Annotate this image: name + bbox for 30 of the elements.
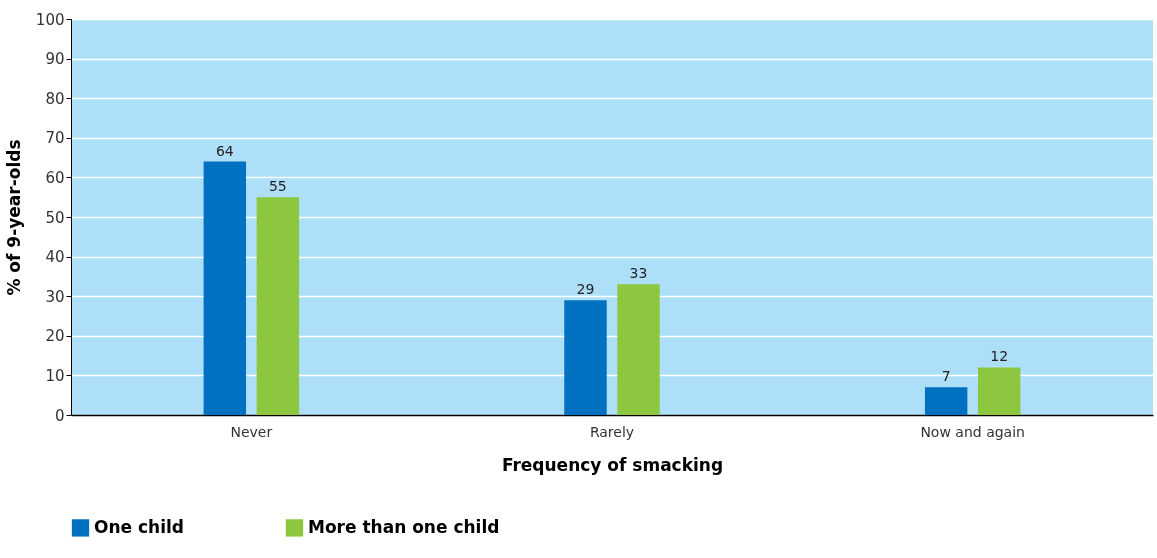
bar xyxy=(977,367,1021,415)
y-tick-label: 60 xyxy=(45,168,65,187)
y-tick-label: 20 xyxy=(45,327,65,346)
y-tick-label: 10 xyxy=(45,366,65,385)
data-label: 12 xyxy=(990,348,1009,365)
y-tick-label: 40 xyxy=(45,248,65,267)
y-tick-label: 70 xyxy=(45,129,65,148)
bar xyxy=(256,197,300,415)
data-label: 33 xyxy=(629,265,648,282)
legend-label: More than one child xyxy=(308,516,500,537)
y-tick-label: 100 xyxy=(35,10,65,29)
bar xyxy=(203,161,247,415)
bar xyxy=(617,284,660,415)
y-tick-label: 0 xyxy=(54,406,65,425)
y-tick-label: 50 xyxy=(45,208,65,227)
y-tick-label: 30 xyxy=(45,287,65,306)
data-label: 55 xyxy=(268,178,287,195)
data-label: 29 xyxy=(576,281,595,298)
bar xyxy=(924,387,968,415)
legend-label: One child xyxy=(94,516,185,537)
x-tick-label: Never xyxy=(230,423,273,440)
data-label: 64 xyxy=(215,142,234,159)
x-tick-label: Now and again xyxy=(920,423,1025,440)
x-tick-label: Rarely xyxy=(589,423,635,440)
x-axis-title: Frequency of smacking xyxy=(501,454,724,475)
y-tick-label: 80 xyxy=(45,89,65,108)
y-axis-title: % of 9-year-olds xyxy=(3,139,24,296)
data-label: 7 xyxy=(941,368,951,385)
y-tick-label: 90 xyxy=(45,50,65,69)
bar xyxy=(564,300,607,415)
